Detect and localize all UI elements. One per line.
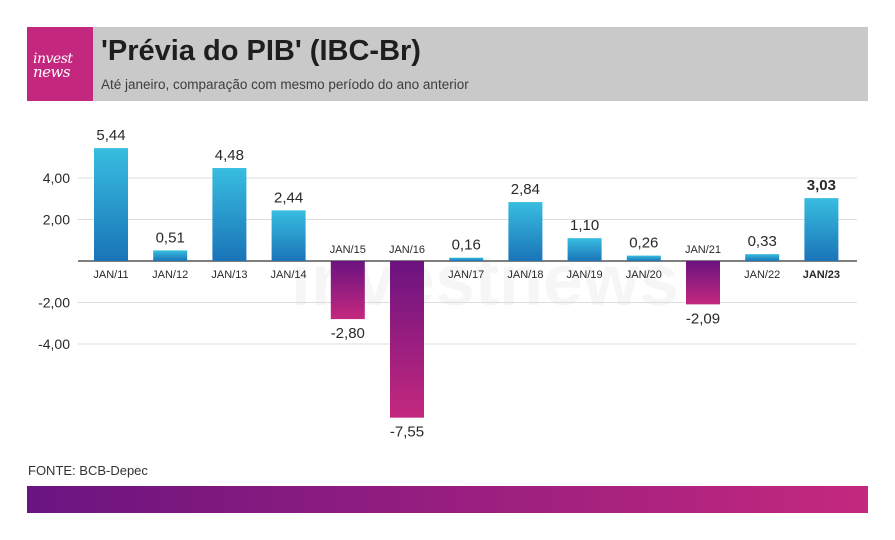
category-label: JAN/19 (567, 269, 603, 281)
logo-text-news: news (33, 63, 71, 81)
bar (686, 261, 720, 305)
category-label: JAN/22 (744, 269, 780, 281)
chart-title: 'Prévia do PIB' (IBC-Br) (101, 35, 421, 67)
value-label: 5,44 (96, 127, 125, 144)
value-label: -7,55 (390, 424, 424, 441)
grid-lines (78, 177, 857, 345)
value-label: 3,03 (807, 177, 836, 194)
bar (449, 257, 484, 261)
bar (508, 202, 543, 261)
chart-subtitle: Até janeiro, comparação com mesmo períod… (101, 77, 469, 92)
category-label: JAN/18 (507, 269, 543, 281)
bar (330, 261, 365, 320)
category-label: JAN/17 (448, 269, 484, 281)
bar (94, 148, 128, 261)
value-label: 0,51 (156, 229, 185, 246)
bar (212, 168, 247, 261)
category-label: JAN/20 (626, 269, 662, 281)
category-label: JAN/16 (389, 244, 425, 256)
value-label: 2,84 (511, 181, 540, 198)
value-label: 4,48 (215, 147, 244, 164)
y-tick-label: -2,00 (38, 295, 70, 311)
y-tick-label: -4,00 (38, 336, 70, 352)
bar (626, 255, 661, 261)
category-label: JAN/15 (330, 244, 366, 256)
y-tick-label: 4,00 (43, 170, 70, 186)
source-note: FONTE: BCB-Depec (28, 463, 148, 478)
header: invest news 'Prévia do PIB' (IBC-Br) Até… (27, 27, 868, 101)
value-label: 1,10 (570, 217, 599, 234)
category-label: JAN/11 (93, 269, 128, 281)
value-label: 0,16 (452, 237, 481, 254)
bar (745, 254, 780, 261)
bar (271, 210, 306, 261)
bar (153, 250, 188, 261)
labels: 4,00 2,00 -2,00 -4,00 5,44 JAN/11 0,51 JAN/12 4,… (38, 127, 840, 441)
bar (804, 198, 839, 261)
y-tick-label: 2,00 (43, 212, 70, 228)
category-label: JAN/12 (152, 269, 188, 281)
footer-gradient-bar (27, 486, 868, 513)
category-label: JAN/23 (803, 269, 840, 281)
value-label: -2,09 (686, 310, 720, 327)
bar (390, 261, 424, 418)
category-label: JAN/21 (685, 244, 721, 256)
category-label: JAN/13 (211, 269, 247, 281)
bar (567, 238, 602, 261)
value-label: 0,26 (629, 235, 658, 252)
value-label: -2,80 (331, 325, 365, 342)
value-label: 0,33 (748, 233, 777, 250)
bars (94, 148, 839, 418)
category-label: JAN/14 (271, 269, 307, 281)
logo-text-invest: invest (33, 51, 73, 67)
investnews-logo: invest news (27, 27, 93, 101)
value-label: 2,44 (274, 189, 303, 206)
